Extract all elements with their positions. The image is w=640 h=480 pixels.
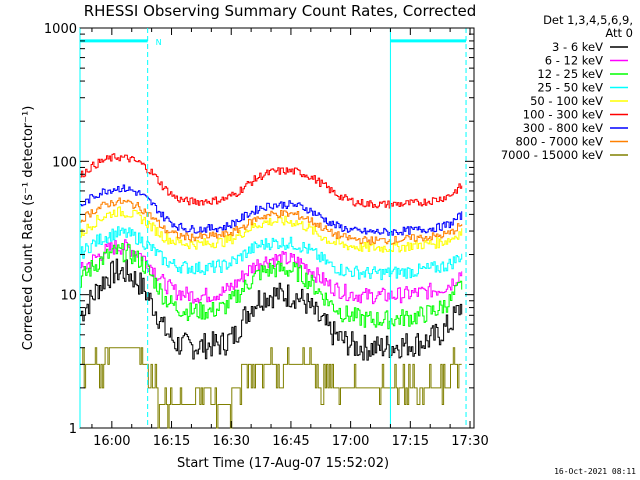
y-tick-label-2: 100 bbox=[52, 155, 77, 170]
legend-label-1: 6 - 12 keV bbox=[545, 54, 603, 68]
series-line-3 bbox=[80, 226, 463, 281]
x-tick-label-5: 17:15 bbox=[392, 434, 429, 449]
night-flag-layer: N bbox=[79, 28, 467, 428]
series-line-7 bbox=[80, 197, 463, 245]
legend-label-5: 100 - 300 keV bbox=[523, 108, 603, 122]
legend-label-2: 12 - 25 keV bbox=[537, 67, 603, 81]
legend-label-7: 800 - 7000 keV bbox=[515, 135, 603, 149]
legend-label-8: 7000 - 15000 keV bbox=[501, 148, 603, 162]
x-tick-label-0: 16:00 bbox=[93, 434, 130, 449]
legend-header-line-2: Att 0 bbox=[605, 26, 633, 40]
x-tick-label-4: 17:00 bbox=[332, 434, 369, 449]
legend-label-6: 300 - 800 keV bbox=[523, 121, 603, 135]
y-tick-label-0: 1 bbox=[69, 422, 77, 437]
series-line-2 bbox=[80, 243, 463, 330]
y-axis-label: Corrected Count Rate (s⁻¹ detector⁻¹) bbox=[21, 106, 36, 351]
series-line-0 bbox=[80, 258, 463, 361]
legend-label-0: 3 - 6 keV bbox=[552, 40, 603, 54]
legend-label-3: 25 - 50 keV bbox=[537, 81, 603, 95]
axis-ticks: 16:00 16:15 16:30 16:45 17:00 17:15 17:30 1 10 10… bbox=[44, 22, 489, 449]
x-tick-label-2: 16:30 bbox=[212, 434, 249, 449]
x-tick-label-6: 17:30 bbox=[451, 434, 488, 449]
plot-area bbox=[79, 27, 475, 429]
legend-header-line-1: Det 1,3,4,5,6,9, bbox=[543, 13, 633, 27]
chart-title: RHESSI Observing Summary Count Rates, Co… bbox=[84, 2, 477, 20]
y-tick-label-3: 1000 bbox=[44, 22, 77, 37]
night-flag-label: N bbox=[156, 38, 162, 47]
series-line-1 bbox=[80, 239, 463, 305]
series-line-6 bbox=[80, 184, 463, 236]
x-axis-label: Start Time (17-Aug-07 15:52:02) bbox=[177, 456, 389, 471]
series-line-8 bbox=[80, 347, 462, 429]
y-tick-label-1: 10 bbox=[60, 289, 77, 304]
series-line-5 bbox=[80, 153, 463, 209]
series-layer bbox=[80, 153, 463, 429]
x-tick-label-3: 16:45 bbox=[272, 434, 309, 449]
series-line-4 bbox=[80, 206, 463, 253]
plot-frame bbox=[79, 27, 475, 429]
generation-timestamp: 16-Oct-2021 08:11 bbox=[554, 467, 636, 476]
legend-label-4: 50 - 100 keV bbox=[530, 94, 603, 108]
x-tick-label-1: 16:15 bbox=[153, 434, 190, 449]
